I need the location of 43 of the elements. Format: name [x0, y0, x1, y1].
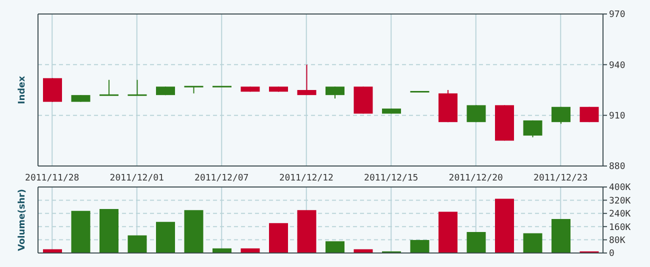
y-tick-label: 160K	[609, 222, 632, 233]
y-tick-label: 940	[609, 60, 626, 71]
y-tick-label: 240K	[609, 210, 632, 220]
bar	[43, 249, 62, 253]
candlestick	[466, 104, 486, 123]
bar	[269, 223, 288, 253]
candlestick	[552, 106, 570, 124]
y-tick-label: 0	[609, 249, 614, 260]
bar	[410, 240, 430, 253]
y-tick-label: 970	[609, 10, 626, 20]
y-axis-title: Index	[17, 76, 28, 104]
bar	[466, 232, 486, 253]
y-tick-label: 910	[609, 112, 626, 122]
y-tick-label: 400K	[609, 183, 632, 194]
y-axis-title: Volume(shr)	[17, 188, 28, 252]
bar	[354, 249, 373, 253]
bar	[495, 198, 514, 253]
x-tick-label: 2011/12/15	[364, 173, 418, 184]
y-tick-label: 320K	[609, 196, 632, 206]
candlestick	[43, 78, 62, 102]
candlestick	[523, 120, 542, 138]
x-tick-label: 2011/11/28	[25, 173, 80, 184]
bar	[326, 241, 344, 253]
y-tick-label: 80K	[609, 236, 626, 246]
bar	[71, 210, 90, 253]
bar	[523, 233, 542, 253]
x-tick-label: 2011/12/20	[448, 173, 503, 184]
x-tick-label: 2011/12/07	[194, 173, 249, 184]
candlestick	[127, 79, 148, 96]
bar	[438, 212, 458, 253]
bar	[156, 222, 175, 253]
candlestick	[297, 64, 316, 96]
bar	[552, 219, 570, 253]
y-tick-label: 880	[609, 162, 626, 172]
candlestick	[326, 86, 344, 99]
candlestick	[98, 79, 120, 96]
bar	[297, 210, 316, 253]
x-tick-label: 2011/12/12	[279, 173, 334, 184]
x-tick-label: 2011/12/01	[110, 173, 164, 184]
bar	[128, 235, 147, 253]
x-tick-label: 2011/12/23	[534, 173, 588, 184]
bar	[184, 210, 204, 253]
bar	[100, 208, 118, 253]
